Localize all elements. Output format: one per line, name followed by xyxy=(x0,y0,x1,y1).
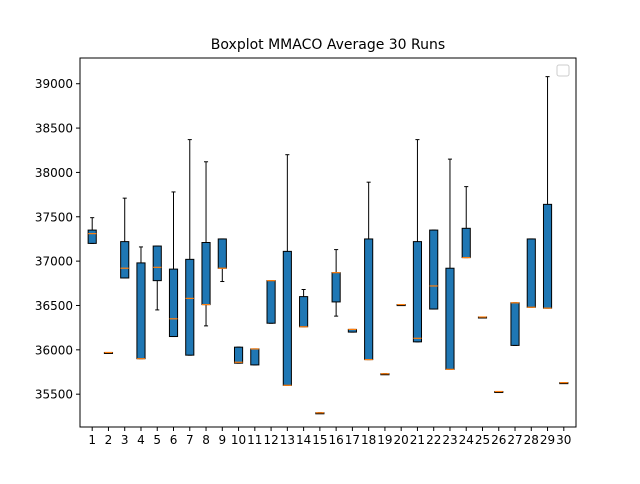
x-tick-label: 28 xyxy=(524,433,539,447)
box xyxy=(217,238,227,269)
box-group xyxy=(282,154,292,386)
box xyxy=(233,346,244,364)
box-group xyxy=(233,346,244,364)
box-group xyxy=(103,351,114,354)
y-tick-label: 37500 xyxy=(35,210,73,224)
x-tick-label: 22 xyxy=(426,433,441,447)
x-tick-label: 6 xyxy=(170,433,178,447)
box xyxy=(412,241,423,343)
box xyxy=(364,238,374,361)
x-tick-label: 5 xyxy=(153,433,161,447)
box xyxy=(87,229,97,244)
box-group xyxy=(494,390,504,394)
box-group xyxy=(380,373,390,376)
box-group xyxy=(364,181,374,361)
box-group xyxy=(559,382,569,385)
box xyxy=(136,262,146,360)
x-tick-label: 10 xyxy=(231,433,246,447)
y-tick-label: 37000 xyxy=(35,255,73,269)
x-tick-label: 29 xyxy=(540,433,555,447)
box xyxy=(266,280,276,324)
box xyxy=(526,238,536,308)
y-tick-label: 38000 xyxy=(35,166,73,180)
box xyxy=(510,302,520,346)
x-tick-label: 13 xyxy=(280,433,295,447)
x-tick-label: 11 xyxy=(247,433,262,447)
box xyxy=(299,296,309,328)
x-tick-label: 26 xyxy=(491,433,506,447)
y-tick-label: 35500 xyxy=(35,388,73,402)
x-tick-label: 21 xyxy=(410,433,425,447)
box-group xyxy=(461,186,471,259)
box-group xyxy=(217,238,227,283)
box-group xyxy=(201,161,211,327)
x-tick-label: 8 xyxy=(202,433,210,447)
x-tick-label: 3 xyxy=(121,433,129,447)
box xyxy=(120,241,130,279)
plot-area xyxy=(87,76,569,415)
box-group xyxy=(87,217,97,244)
x-axis: 1 2 3 4 5 6 7 8 9 10 11 12 13 14 15 16 17 18 19 20 21 22 23 24 2… xyxy=(88,427,571,447)
box-group xyxy=(429,229,439,310)
x-tick-label: 17 xyxy=(345,433,360,447)
legend-box xyxy=(556,64,570,77)
box-group xyxy=(477,316,488,319)
x-tick-label: 18 xyxy=(361,433,376,447)
box-group xyxy=(266,280,276,324)
box-group xyxy=(299,289,309,328)
x-tick-label: 14 xyxy=(296,433,311,447)
box xyxy=(542,203,553,309)
box xyxy=(445,267,455,370)
box xyxy=(152,245,162,282)
box xyxy=(168,268,179,338)
x-tick-label: 16 xyxy=(328,433,343,447)
y-tick-label: 36500 xyxy=(35,299,73,313)
box xyxy=(185,258,195,356)
box-group xyxy=(315,412,325,415)
box-group xyxy=(510,302,520,346)
x-tick-label: 19 xyxy=(377,433,392,447)
x-tick-label: 1 xyxy=(88,433,96,447)
chart-title: Boxplot MMACO Average 30 Runs xyxy=(211,37,445,53)
box-group xyxy=(526,238,536,308)
y-tick-label: 36000 xyxy=(35,343,73,357)
box-group xyxy=(412,139,423,343)
box-group xyxy=(168,191,179,338)
x-tick-label: 20 xyxy=(394,433,409,447)
box-group xyxy=(152,245,162,311)
x-tick-label: 7 xyxy=(186,433,194,447)
y-tick-label: 38500 xyxy=(35,122,73,136)
x-tick-label: 2 xyxy=(105,433,113,447)
x-tick-label: 30 xyxy=(556,433,571,447)
x-tick-label: 12 xyxy=(263,433,278,447)
x-tick-label: 9 xyxy=(218,433,226,447)
x-tick-label: 4 xyxy=(137,433,145,447)
box xyxy=(282,250,292,386)
box-group xyxy=(185,139,195,356)
box-group xyxy=(542,76,553,309)
y-axis: 35500 36000 36500 37000 37500 38000 38500 39000 xyxy=(35,77,80,402)
axes-frame xyxy=(79,57,577,428)
box xyxy=(429,229,439,310)
box-group xyxy=(331,249,341,317)
box xyxy=(461,227,471,259)
box xyxy=(250,348,260,366)
x-tick-label: 27 xyxy=(507,433,522,447)
box-group xyxy=(396,303,406,307)
x-tick-label: 23 xyxy=(442,433,457,447)
x-tick-label: 15 xyxy=(312,433,327,447)
box xyxy=(201,242,211,306)
x-tick-label: 25 xyxy=(475,433,490,447)
box-group xyxy=(250,348,260,366)
box-group xyxy=(347,328,357,333)
box-group xyxy=(136,246,146,360)
x-tick-label: 24 xyxy=(459,433,474,447)
box-group xyxy=(445,158,455,370)
box-group xyxy=(120,197,130,279)
y-tick-label: 39000 xyxy=(35,77,73,91)
box xyxy=(331,272,341,303)
